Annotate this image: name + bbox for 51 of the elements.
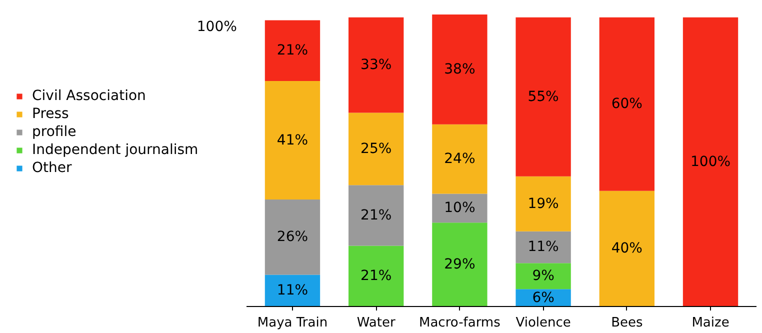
- data-label: 38%: [444, 61, 476, 78]
- legend-label: profile: [32, 124, 76, 140]
- data-label: 21%: [276, 42, 308, 59]
- data-label: 40%: [611, 240, 642, 257]
- data-label: 41%: [276, 132, 308, 148]
- data-label: 55%: [528, 88, 559, 105]
- bar: [264, 274, 320, 306]
- legend-label: Civil Association: [32, 88, 146, 104]
- data-label: 11%: [276, 282, 308, 299]
- bar: [516, 263, 571, 290]
- x-tick-label: Violence: [516, 316, 571, 330]
- bar: [599, 17, 654, 191]
- data-label: 24%: [444, 151, 476, 168]
- data-label: 19%: [528, 196, 559, 212]
- x-tick-label: Maya Train: [257, 316, 328, 330]
- data-label: 26%: [276, 229, 308, 246]
- bar: [516, 17, 571, 176]
- legend-label: Other: [32, 160, 72, 176]
- data-label: 33%: [360, 57, 392, 74]
- bar: [682, 17, 738, 306]
- bar: [348, 246, 404, 306]
- data-label: 100%: [690, 154, 731, 170]
- bar: [516, 231, 571, 264]
- data-label: 6%: [532, 290, 554, 306]
- bar: [516, 176, 571, 232]
- bar: [348, 17, 404, 113]
- bar: [264, 80, 320, 200]
- bar: [432, 222, 488, 306]
- data-label: 21%: [360, 268, 392, 284]
- data-label: 10%: [444, 200, 476, 216]
- x-tick-label: Maize: [692, 316, 730, 330]
- data-label: 29%: [444, 256, 476, 273]
- data-label: 9%: [532, 268, 554, 284]
- bar: [432, 194, 488, 223]
- data-label: 60%: [611, 96, 642, 112]
- bar: [264, 200, 320, 275]
- data-label: 21%: [360, 207, 392, 224]
- legend-label: Independent journalism: [32, 142, 198, 158]
- legend-label: Press: [32, 106, 69, 122]
- bar: [264, 20, 320, 81]
- bar: [599, 190, 654, 306]
- x-tick-label: Bees: [611, 316, 643, 330]
- x-tick-label: Water: [356, 316, 396, 330]
- bar: [348, 112, 404, 186]
- data-label: 25%: [360, 140, 392, 157]
- x-tick-label: Macro-farms: [419, 316, 501, 330]
- bar: [348, 185, 404, 246]
- bar: [432, 14, 488, 124]
- bar: [432, 124, 488, 194]
- text: 100%: [196, 18, 237, 35]
- data-label: 11%: [528, 239, 559, 256]
